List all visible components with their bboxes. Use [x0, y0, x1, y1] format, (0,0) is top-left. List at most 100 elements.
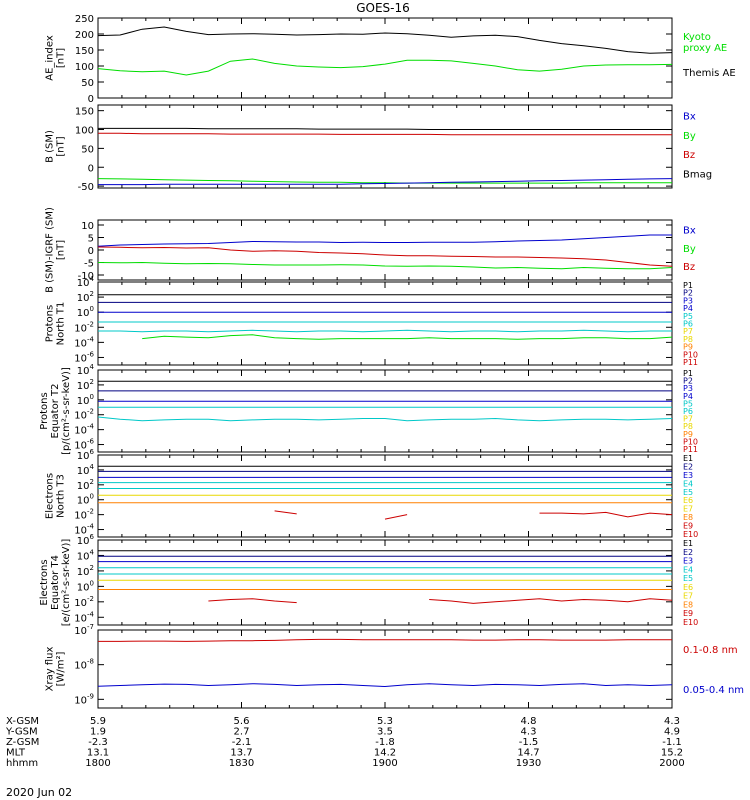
ephemeris-value: 4.3 [521, 727, 537, 738]
y-tick-label: 104 [77, 275, 95, 289]
series-xray-0-05-0-4-nm [97, 683, 673, 688]
ephemeris-value: 13.7 [230, 748, 252, 759]
legend-entry: E4 [683, 565, 693, 574]
ephemeris-label: X-GSM [6, 716, 39, 727]
series-bsm-by [97, 178, 672, 184]
ephemeris-value: 3.5 [377, 727, 393, 738]
series-bsm-bz [98, 132, 672, 136]
ephemeris-value: 1900 [372, 758, 397, 769]
panel-xray: 10-7 10-8 10-9 Xray flux [W/m²] 0.1-0.8 nm 0.0… [45, 623, 744, 709]
ephemeris-label: hhmm [6, 758, 38, 769]
series-bigrf-by [97, 261, 673, 270]
legend-entry: P5 [683, 312, 693, 321]
y-tick-label: 50 [81, 78, 94, 89]
legend-entry: E2 [683, 462, 693, 471]
legend-entry: Bx [683, 226, 696, 237]
y-tick-label: 100 [77, 305, 94, 319]
y-axis-label: Protons [39, 392, 50, 429]
ephemeris-label: MLT [6, 748, 26, 759]
legend-entry: P6 [683, 320, 693, 329]
y-tick-label: 10-8 [74, 658, 94, 672]
y-tick-label: 200 [75, 30, 94, 41]
ephemeris-value: 1830 [229, 758, 254, 769]
series-pn-p6 [98, 329, 672, 333]
y-tick-label: 50 [81, 144, 94, 155]
y-axis-label: Electrons [45, 473, 56, 519]
ephemeris-value: 2000 [659, 758, 684, 769]
y-axis-label: North T3 [56, 474, 67, 518]
series-xray-0-1-0-8-nm [98, 638, 672, 642]
y-axis-label: [e/(cm²-s-sr-keV)] [61, 539, 72, 627]
y-tick-label: 100 [77, 579, 94, 593]
legend-entry: P7 [683, 327, 693, 336]
series-pn-p7 [142, 334, 673, 340]
legend-entry: E3 [683, 557, 693, 566]
y-tick-label: 102 [77, 290, 94, 304]
plot-title: GOES-16 [356, 1, 410, 15]
y-tick-label: -50 [78, 182, 94, 193]
legend-entry: Bmag [683, 169, 712, 180]
y-axis-label: North T1 [56, 302, 67, 346]
legend-entry: P3 [683, 384, 693, 393]
legend-entry: E6 [683, 583, 693, 592]
legend-entry: 0.1-0.8 nm [683, 645, 738, 656]
series-bsm-bmag [98, 127, 672, 130]
legend-entry: E10 [683, 618, 698, 627]
y-tick-label: 0 [88, 94, 94, 105]
y-tick-label: 0 [88, 246, 94, 257]
legend-entry: P11 [683, 445, 698, 454]
y-tick-label: 104 [77, 548, 95, 562]
panel-bigrf: 10 50 -5-10 B (SM)-IGRF (SM) [nT] Bx By Bz [45, 207, 696, 293]
y-tick-label: 102 [77, 564, 94, 578]
legend-entry: P8 [683, 422, 693, 431]
legend-entry: E5 [683, 574, 693, 583]
ephemeris-value: 5.3 [377, 716, 393, 727]
ephemeris-value: 4.3 [664, 716, 680, 727]
series-ae-themis-ae [97, 26, 673, 54]
panel-frame [97, 17, 673, 99]
legend-entry: E7 [683, 592, 693, 601]
legend-entry: E7 [683, 505, 693, 514]
y-tick-label: 100 [77, 493, 94, 507]
legend-entry: P6 [683, 407, 693, 416]
legend-entry: proxy AE [683, 43, 727, 54]
legend-entry: P4 [683, 304, 693, 313]
legend-entry: Bx [683, 111, 696, 122]
panel-frame [97, 539, 673, 626]
ephemeris-value: -2.3 [88, 737, 108, 748]
y-tick-label: 10 [81, 221, 94, 232]
series-bigrf-bx [97, 234, 672, 247]
panel-frame [97, 219, 673, 281]
ephemeris-label: Y-GSM [5, 727, 38, 738]
legend-entry: Themis AE [682, 68, 736, 79]
legend-entry: P5 [683, 399, 693, 408]
y-axis-label: [nT] [56, 240, 67, 260]
ephemeris-value: 4.9 [664, 727, 680, 738]
legend-entry: E3 [683, 471, 693, 480]
panel-frame [97, 104, 673, 189]
ephemeris-value: 5.9 [90, 716, 106, 727]
y-axis-label: AE_index [45, 35, 56, 81]
ephemeris-value: 1.9 [90, 727, 106, 738]
y-tick-label: 150 [75, 46, 94, 57]
y-tick-label: 100 [75, 126, 94, 137]
y-tick-label: -5 [84, 259, 94, 270]
legend-entry: E10 [683, 530, 698, 539]
y-tick-label: 100 [75, 62, 94, 73]
legend-entry: Bz [683, 262, 695, 273]
legend-entry: P4 [683, 392, 693, 401]
legend-entry: E1 [683, 539, 693, 548]
series-bigrf-bz [97, 246, 673, 267]
ephemeris-table: X-GSM 5.9 5.6 5.3 4.8 4.3Y-GSM 1.9 2.7 3.5 4.3 4.9… [5, 716, 685, 769]
y-tick-label: 102 [77, 378, 94, 392]
legend-entry: E1 [683, 454, 693, 463]
ephemeris-value: 5.6 [234, 716, 250, 727]
legend-entry: P11 [683, 358, 698, 367]
legend-entry: E9 [683, 609, 693, 618]
y-axis-label: [W/m²] [56, 651, 67, 686]
date-label: 2020 Jun 02 [6, 786, 72, 799]
